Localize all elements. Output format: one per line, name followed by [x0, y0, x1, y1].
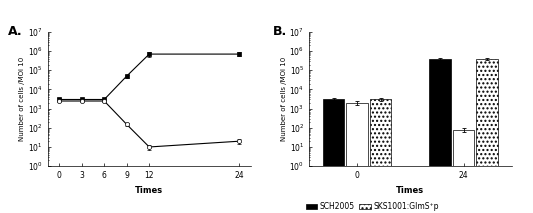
X-axis label: Times: Times [397, 186, 424, 194]
Y-axis label: Number of cells /MOI 10: Number of cells /MOI 10 [19, 57, 26, 141]
X-axis label: Times: Times [135, 186, 163, 194]
Legend: SCH2005, SKS1001, SKS1001:GlmS⁺p: SCH2005, SKS1001, SKS1001:GlmS⁺p [303, 199, 442, 213]
Bar [323, 99, 344, 213]
Bar [370, 99, 391, 213]
Bar [346, 103, 368, 213]
Bar [430, 59, 451, 213]
Text: B.: B. [273, 25, 287, 38]
Bar [477, 59, 498, 213]
Text: A.: A. [7, 25, 22, 38]
Legend: SCH2005, SKS1001: SCH2005, SKS1001 [42, 212, 158, 213]
Y-axis label: Number of cells /MOI 10: Number of cells /MOI 10 [280, 57, 287, 141]
Bar [453, 130, 474, 213]
